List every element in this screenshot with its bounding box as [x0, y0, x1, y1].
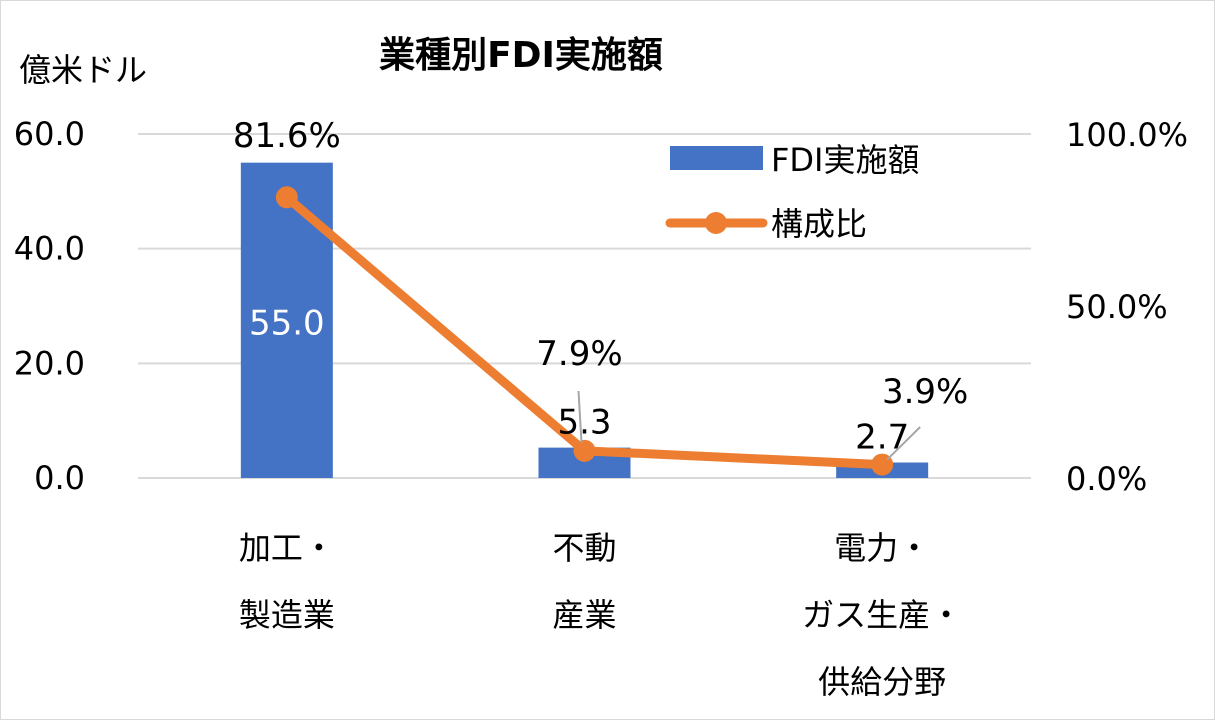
bar-value-label: 55.0	[249, 303, 325, 343]
y-tick-label: 60.0	[14, 115, 85, 153]
line-value-label: 81.6%	[233, 116, 341, 156]
category-label: 不動	[552, 529, 616, 567]
line-value-label: 7.9%	[536, 334, 622, 374]
y2-tick-label: 50.0%	[1066, 288, 1168, 326]
category-label: 製造業	[239, 596, 335, 634]
chart-title: 業種別FDI実施額	[379, 35, 663, 76]
legend-swatch-bar	[670, 146, 763, 170]
y-tick-label: 0.0	[34, 459, 85, 497]
bar-value-label: 2.7	[855, 418, 909, 458]
legend-label: 構成比	[771, 205, 867, 243]
bar	[240, 162, 333, 478]
category-label: 供給分野	[818, 663, 946, 701]
line-value-label: 3.9%	[882, 372, 968, 412]
data-labels: 55.0 5.3 2.7 81.6% 7.9% 3.9%	[233, 116, 968, 461]
category-label: 加工・	[239, 529, 335, 567]
y2-tick-label: 0.0%	[1066, 460, 1147, 498]
line-point	[275, 186, 298, 209]
line-series	[275, 186, 894, 476]
leader-line	[886, 426, 921, 461]
category-label: ガス生産・	[802, 596, 962, 634]
category-label: 電力・	[834, 529, 930, 567]
y-tick-label: 20.0	[14, 344, 85, 382]
bar-value-label: 5.3	[557, 403, 611, 443]
y2-tick-label: 100.0%	[1066, 116, 1188, 154]
legend-swatch-marker	[705, 212, 727, 234]
leader-line	[577, 390, 583, 443]
y-axis-unit-label: 億米ドル	[19, 51, 147, 89]
y-tick-label: 40.0	[14, 230, 85, 268]
legend-label: FDI実施額	[771, 141, 920, 179]
category-label: 産業	[552, 596, 616, 634]
axes: 0.0 20.0 40.0 60.0 0.0% 50.0% 100.0% 加工・製造業 不動産業…	[14, 115, 1188, 701]
line-point	[573, 439, 596, 462]
